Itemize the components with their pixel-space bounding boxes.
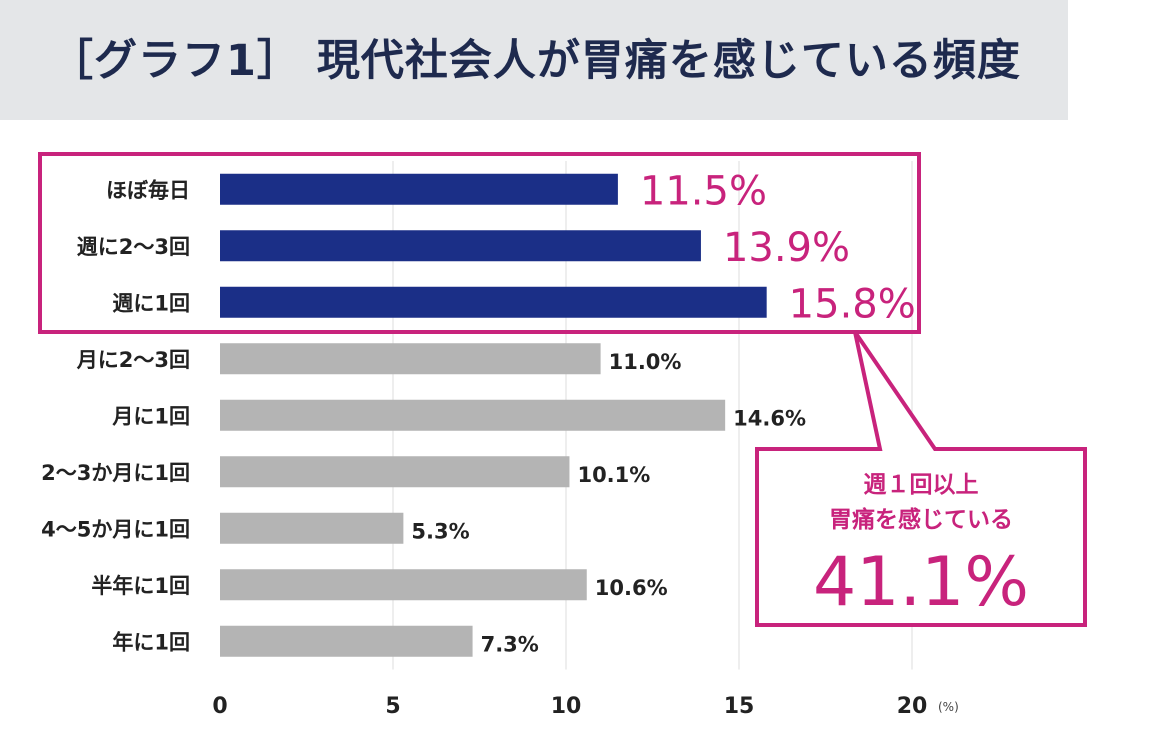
x-tick-label: 0 <box>212 694 227 719</box>
bar <box>220 230 701 262</box>
x-tick-label: 15 <box>724 694 755 719</box>
callout-line-1: 週１回以上 <box>864 472 979 498</box>
bar <box>220 343 601 375</box>
bar <box>220 286 767 318</box>
bar <box>220 456 570 488</box>
x-tick-label: 20 <box>897 694 928 719</box>
category-label: ほぼ毎日 <box>106 178 190 202</box>
category-label: 月に2〜3回 <box>76 348 190 372</box>
category-label: 4〜5か月に1回 <box>41 517 190 541</box>
title-banner: ［グラフ1］ 現代社会人が胃痛を感じている頻度 <box>0 0 1068 120</box>
category-label: 2〜3か月に1回 <box>41 461 190 485</box>
bar <box>220 512 404 544</box>
bar <box>220 173 618 205</box>
chart-title: ［グラフ1］ 現代社会人が胃痛を感じている頻度 <box>50 36 1021 86</box>
value-label: 11.5% <box>640 168 767 214</box>
value-label: 10.6% <box>595 576 668 600</box>
value-label: 14.6% <box>733 406 806 430</box>
value-label: 5.3% <box>411 519 469 543</box>
callout-line-2: 胃痛を感じている <box>829 506 1013 533</box>
x-axis-unit: (%) <box>938 700 959 714</box>
bar <box>220 569 587 601</box>
category-label: 週に1回 <box>112 291 190 315</box>
value-label: 7.3% <box>481 632 539 656</box>
value-label: 13.9% <box>723 225 850 271</box>
value-label: 15.8% <box>789 281 916 327</box>
category-label: 半年に1回 <box>91 574 190 598</box>
callout-box <box>755 330 1087 627</box>
category-label: 週に2〜3回 <box>77 235 190 259</box>
value-label: 10.1% <box>577 463 650 487</box>
x-tick-label: 10 <box>551 694 582 719</box>
bar <box>220 399 726 431</box>
x-tick-label: 5 <box>385 694 400 719</box>
bar <box>220 625 473 657</box>
value-label: 11.0% <box>609 350 682 374</box>
category-label: 月に1回 <box>111 404 190 428</box>
callout-total-value: 41.1% <box>813 543 1029 622</box>
highlight-frame <box>38 152 921 334</box>
category-label: 年に1回 <box>112 630 190 654</box>
